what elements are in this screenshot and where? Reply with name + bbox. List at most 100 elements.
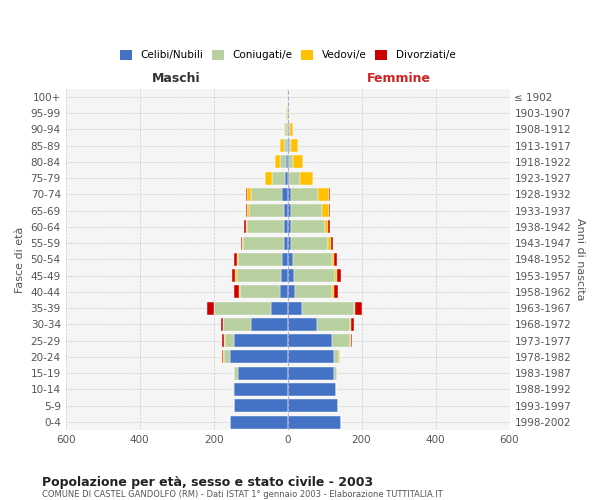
Bar xyxy=(224,350,230,364)
Legend: Celibi/Nubili, Coniugati/e, Vedovi/e, Divorziati/e: Celibi/Nubili, Coniugati/e, Vedovi/e, Di… xyxy=(116,46,460,64)
Text: Popolazione per età, sesso e stato civile - 2003: Popolazione per età, sesso e stato civil… xyxy=(42,476,373,489)
Bar xyxy=(222,350,223,364)
Bar xyxy=(214,302,271,314)
Bar xyxy=(287,416,341,428)
Bar xyxy=(287,253,293,266)
Bar xyxy=(286,106,287,120)
Bar xyxy=(284,236,287,250)
Bar xyxy=(293,253,332,266)
Bar xyxy=(291,220,325,234)
Bar xyxy=(233,253,236,266)
Bar xyxy=(244,220,246,234)
Bar xyxy=(239,286,280,298)
Bar xyxy=(272,172,284,184)
Bar xyxy=(238,366,287,380)
Bar xyxy=(302,302,354,314)
Bar xyxy=(287,220,291,234)
Bar xyxy=(334,350,340,364)
Bar xyxy=(291,236,328,250)
Bar xyxy=(289,172,300,184)
Bar xyxy=(289,123,290,136)
Bar xyxy=(238,253,282,266)
Bar xyxy=(234,383,287,396)
Bar xyxy=(287,334,332,347)
Bar xyxy=(337,269,341,282)
Text: Maschi: Maschi xyxy=(152,72,201,86)
Bar xyxy=(249,204,284,217)
Bar xyxy=(236,269,281,282)
Bar xyxy=(286,156,287,168)
Bar xyxy=(287,236,291,250)
Bar xyxy=(283,188,287,201)
Bar xyxy=(230,416,287,428)
Text: COMUNE DI CASTEL GANDOLFO (RM) - Dati ISTAT 1° gennaio 2003 - Elaborazione TUTTI: COMUNE DI CASTEL GANDOLFO (RM) - Dati IS… xyxy=(42,490,443,499)
Bar xyxy=(328,220,330,234)
Bar xyxy=(223,318,251,331)
Bar xyxy=(334,286,338,298)
Bar xyxy=(351,318,354,331)
Bar xyxy=(287,139,289,152)
Bar xyxy=(287,318,317,331)
Bar xyxy=(291,139,298,152)
Bar xyxy=(317,318,350,331)
Bar xyxy=(329,204,331,217)
Bar xyxy=(328,236,331,250)
Bar xyxy=(355,302,362,314)
Bar xyxy=(246,220,247,234)
Bar xyxy=(325,220,328,234)
Bar xyxy=(287,204,290,217)
Bar xyxy=(293,156,304,168)
Bar xyxy=(235,269,236,282)
Bar xyxy=(247,220,284,234)
Bar xyxy=(221,318,223,331)
Bar xyxy=(335,269,337,282)
Bar xyxy=(334,253,337,266)
Bar xyxy=(230,350,287,364)
Bar xyxy=(287,399,338,412)
Bar xyxy=(241,236,242,250)
Bar xyxy=(236,253,238,266)
Y-axis label: Fasce di età: Fasce di età xyxy=(15,226,25,292)
Bar xyxy=(251,318,287,331)
Bar xyxy=(265,172,272,184)
Bar xyxy=(280,156,286,168)
Bar xyxy=(287,383,335,396)
Bar xyxy=(322,204,329,217)
Bar xyxy=(300,172,313,184)
Bar xyxy=(235,286,239,298)
Bar xyxy=(335,383,337,396)
Bar xyxy=(290,204,322,217)
Bar xyxy=(287,172,289,184)
Bar xyxy=(284,172,287,184)
Bar xyxy=(331,236,333,250)
Bar xyxy=(350,318,351,331)
Bar xyxy=(232,269,235,282)
Bar xyxy=(287,286,295,298)
Bar xyxy=(284,204,287,217)
Bar xyxy=(247,204,249,217)
Bar xyxy=(318,188,329,201)
Bar xyxy=(233,383,234,396)
Bar xyxy=(334,366,337,380)
Bar xyxy=(271,302,287,314)
Bar xyxy=(225,334,234,347)
Bar xyxy=(207,302,214,314)
Bar xyxy=(247,188,251,201)
Bar xyxy=(287,350,334,364)
Bar xyxy=(332,253,334,266)
Bar xyxy=(282,253,287,266)
Bar xyxy=(286,123,287,136)
Bar xyxy=(287,302,302,314)
Bar xyxy=(284,220,287,234)
Bar xyxy=(280,286,287,298)
Y-axis label: Anni di nascita: Anni di nascita xyxy=(575,218,585,300)
Bar xyxy=(275,156,280,168)
Bar xyxy=(332,334,350,347)
Text: Femmine: Femmine xyxy=(367,72,431,86)
Bar xyxy=(295,286,332,298)
Bar xyxy=(234,399,287,412)
Bar xyxy=(224,334,225,347)
Bar xyxy=(284,123,286,136)
Bar xyxy=(287,123,289,136)
Bar xyxy=(287,269,294,282)
